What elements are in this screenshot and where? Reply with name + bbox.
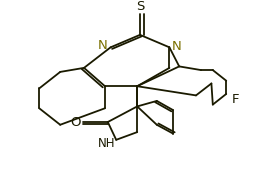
Text: N: N: [172, 40, 181, 53]
Text: NH: NH: [98, 137, 115, 150]
Text: O: O: [70, 115, 80, 129]
Text: N: N: [98, 39, 108, 52]
Text: F: F: [232, 93, 239, 106]
Text: S: S: [136, 0, 144, 13]
